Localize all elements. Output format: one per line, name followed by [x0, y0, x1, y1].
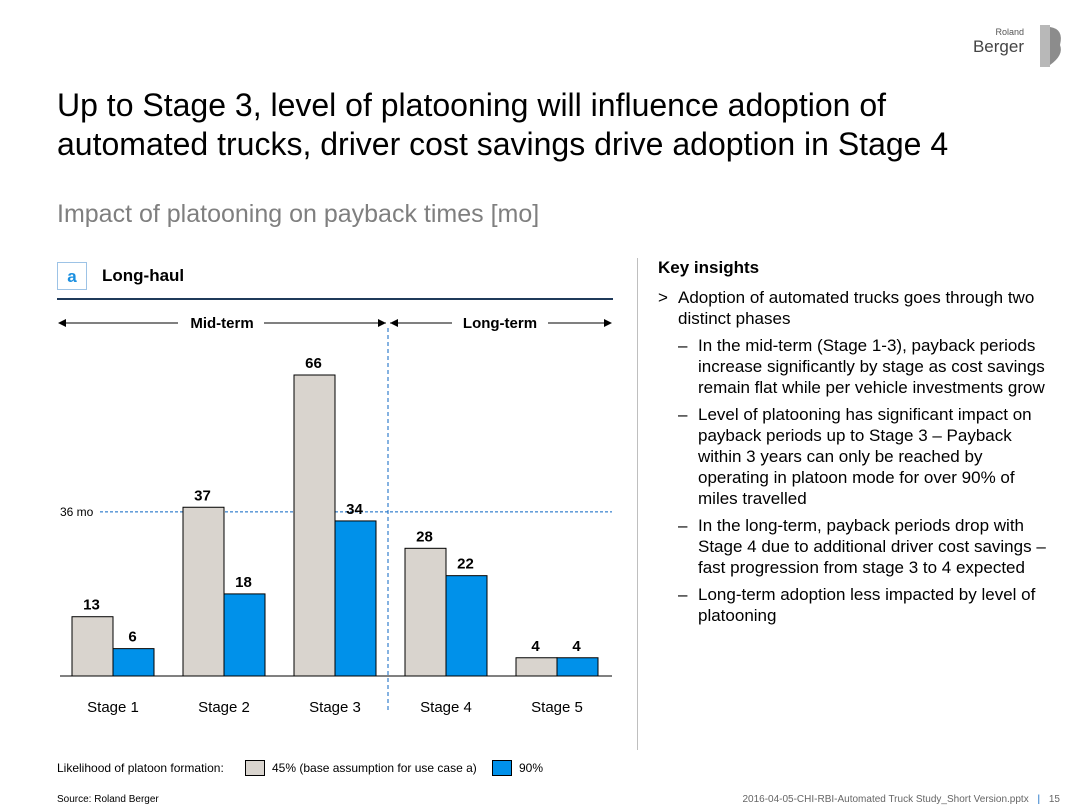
legend-text-45: 45% (base assumption for use case a) [272, 761, 477, 775]
reference-line-label: 36 mo [60, 505, 94, 519]
bar-platoon-90 [556, 657, 599, 677]
longterm-arrowhead-left [390, 319, 398, 327]
insight-sub-text: In the long-term, payback periods drop w… [698, 516, 1046, 577]
source-note: Source: Roland Berger [57, 794, 159, 805]
data-label: 6 [128, 629, 136, 646]
bar-base-45 [182, 506, 225, 677]
column-divider [637, 258, 638, 750]
logo-big-text: Berger [972, 37, 1024, 56]
insight-sub: – Long-term adoption less impacted by le… [658, 584, 1058, 626]
bar-platoon-90 [334, 520, 377, 677]
x-tick-label: Stage 5 [531, 699, 583, 716]
insight-sub-marker: – [678, 336, 688, 355]
x-tick-label: Stage 2 [198, 699, 250, 716]
insights-list: > Adoption of automated trucks goes thro… [658, 287, 1058, 626]
insight-main-text: Adoption of automated trucks goes throug… [678, 288, 1035, 328]
insight-sub-marker: – [678, 405, 688, 424]
x-tick-label: Stage 3 [309, 699, 361, 716]
legend-text-90: 90% [519, 761, 544, 775]
legend-swatch-45 [245, 760, 265, 776]
data-label: 28 [416, 528, 433, 545]
insight-sub-marker: – [678, 516, 688, 535]
bar-base-45 [515, 657, 558, 677]
longterm-arrowhead-right [604, 319, 612, 327]
insight-sub: – In the mid-term (Stage 1-3), payback p… [658, 335, 1058, 398]
legend-label: Likelihood of platoon formation: [57, 761, 224, 775]
footer-filename: 2016-04-05-CHI-RBI-Automated Truck Study… [742, 794, 1029, 805]
insight-sub: – In the long-term, payback periods drop… [658, 515, 1058, 578]
bar-base-45 [404, 547, 447, 677]
insight-sub-text: Level of platooning has significant impa… [698, 405, 1032, 508]
logo: Roland Berger [972, 27, 1024, 56]
insight-sub-marker: – [678, 585, 688, 604]
data-label: 13 [83, 597, 100, 614]
data-label: 4 [531, 638, 540, 655]
bar-platoon-90 [223, 593, 266, 677]
footer: 2016-04-05-CHI-RBI-Automated Truck Study… [742, 794, 1060, 805]
page-number: 15 [1048, 794, 1060, 805]
midterm-arrowhead-right [378, 319, 386, 327]
data-label: 66 [305, 355, 322, 372]
chart-subtitle: Impact of platooning on payback times [m… [57, 200, 540, 228]
period-label-midterm: Mid-term [190, 315, 253, 332]
insight-sub: – Level of platooning has significant im… [658, 404, 1058, 509]
insight-sub-text: In the mid-term (Stage 1-3), payback per… [698, 336, 1045, 397]
x-tick-label: Stage 4 [420, 699, 472, 716]
data-label: 37 [194, 487, 211, 504]
bar-base-45 [71, 616, 114, 677]
data-label: 18 [235, 574, 252, 591]
x-tick-label: Stage 1 [87, 699, 139, 716]
insight-sub-text: Long-term adoption less impacted by leve… [698, 585, 1036, 625]
section-letter-badge: a [57, 262, 87, 290]
legend-swatch-90 [492, 760, 512, 776]
data-label: 22 [457, 556, 474, 573]
logo-small-text: Roland [995, 27, 1024, 37]
bar-platoon-90 [445, 575, 488, 677]
insight-main-marker: > [658, 288, 668, 307]
insights-heading: Key insights [658, 258, 760, 277]
logo-b-icon [1040, 25, 1061, 67]
bar-chart: 36 mo Mid-term Long-term 13 6 Stage 1 37 18 Stag… [58, 315, 612, 716]
data-label: 34 [346, 501, 363, 518]
insight-main: > Adoption of automated trucks goes thro… [658, 287, 1058, 329]
midterm-arrowhead-left [58, 319, 66, 327]
period-label-longterm: Long-term [463, 315, 537, 332]
data-label: 4 [572, 638, 581, 655]
page-title: Up to Stage 3, level of platooning will … [57, 87, 949, 162]
bar-platoon-90 [112, 648, 155, 677]
bar-base-45 [293, 374, 336, 677]
section-rule [57, 298, 613, 300]
section-title: Long-haul [102, 266, 185, 285]
